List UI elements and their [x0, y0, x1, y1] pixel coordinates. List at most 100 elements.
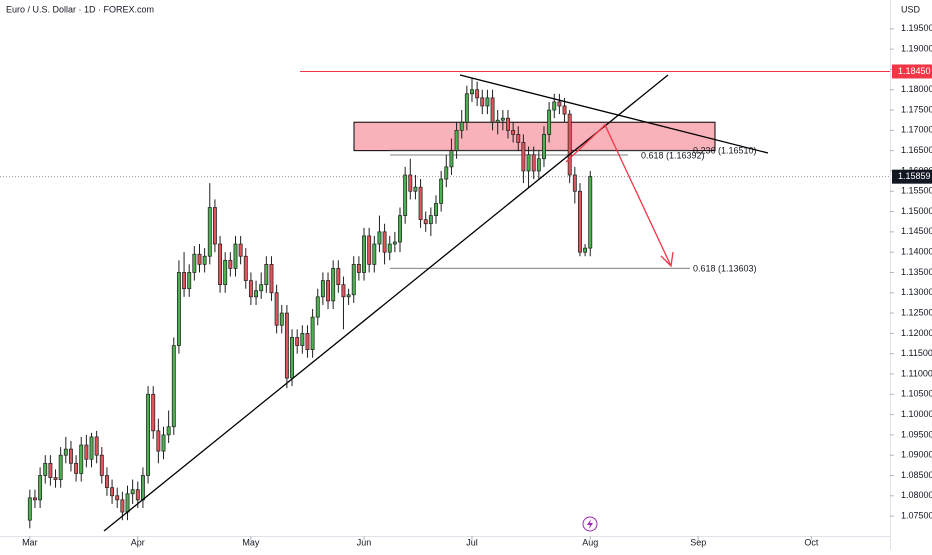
candle-body	[84, 444, 89, 460]
candle-body	[269, 263, 274, 294]
candle-body	[588, 176, 593, 249]
projection-arrow	[565, 123, 672, 267]
candle-body	[212, 207, 217, 245]
candle-body	[151, 393, 156, 432]
x-tick-label: Mar	[22, 537, 38, 547]
candle-body	[130, 489, 135, 495]
candle-body	[43, 462, 48, 476]
x-tick-label: Sep	[690, 537, 706, 547]
candle-body	[526, 154, 531, 172]
candle-body	[182, 272, 187, 290]
y-tick-label: 1.10000	[901, 409, 932, 419]
candle-body	[218, 243, 223, 285]
candle-body	[377, 231, 382, 245]
last-price-label: 1.15859	[898, 171, 931, 181]
y-tick-label: 1.15500	[901, 186, 932, 196]
candle-body	[403, 174, 408, 216]
fib-label: 0.618 (1.13603)	[693, 264, 757, 274]
candle-body	[439, 178, 444, 204]
candle-body	[125, 493, 130, 513]
x-tick-label: May	[242, 537, 260, 547]
candle-body	[79, 444, 84, 474]
y-tick-label: 1.14000	[901, 247, 932, 257]
candle-body	[310, 316, 315, 350]
chart-title: Euro / U.S. Dollar · 1D · FOREX.com	[6, 4, 154, 14]
candle-body	[536, 158, 541, 172]
candle-body	[459, 121, 464, 131]
candle-body	[33, 497, 37, 501]
candle-body	[161, 434, 166, 452]
candle-body	[392, 241, 397, 245]
candle-body	[223, 259, 228, 285]
candle-body	[305, 333, 310, 350]
candle-body	[557, 101, 562, 107]
candle-body	[475, 89, 480, 99]
candle-body	[444, 166, 449, 180]
candle-body	[434, 203, 438, 216]
candle-body	[331, 268, 336, 302]
candle-body	[485, 97, 490, 107]
x-tick-label: Aug	[582, 537, 598, 547]
candle-body	[279, 312, 284, 326]
candle-body	[578, 190, 582, 253]
fib-label: 0.236 (1.16510)	[693, 146, 757, 156]
candle-body	[454, 129, 459, 151]
candle-body	[531, 154, 536, 172]
plot-area: 0.236 (1.16510)0.618 (1.16392) 0.618 (1.1…	[0, 70, 890, 529]
candle-body	[572, 174, 577, 192]
y-tick-label: 1.12000	[901, 328, 932, 338]
candle-body	[295, 337, 300, 346]
candle-body	[562, 105, 567, 115]
candle-body	[69, 448, 73, 464]
candle-body	[105, 475, 109, 489]
candle-body	[542, 134, 546, 160]
candle-body	[418, 186, 423, 221]
drawings	[103, 74, 769, 532]
supply-zone	[353, 121, 716, 152]
candle-body	[470, 89, 474, 95]
candle-body	[233, 243, 238, 269]
currency-label: USD	[901, 4, 921, 14]
y-tick-label: 1.12500	[901, 307, 932, 317]
candle-body	[243, 255, 248, 281]
candle-body	[140, 475, 145, 501]
candle-body	[490, 97, 495, 123]
candle-body	[156, 430, 161, 452]
candle-body	[290, 337, 294, 379]
y-tick-label: 1.13500	[901, 267, 932, 277]
candle-body	[259, 284, 264, 292]
candle-body	[94, 436, 99, 456]
x-tick-label: Apr	[131, 537, 145, 547]
candle-body	[207, 207, 212, 257]
candle-body	[284, 312, 289, 379]
candle-body	[351, 263, 356, 296]
candle-body	[583, 247, 588, 253]
candle-body	[408, 174, 413, 192]
y-tick-label: 1.13000	[901, 287, 932, 297]
candle-body	[120, 499, 125, 513]
candle-body	[382, 231, 387, 253]
y-tick-label: 1.18000	[901, 84, 932, 94]
y-tick-label: 1.08500	[901, 470, 932, 480]
candle-body	[449, 150, 454, 168]
candle-body	[315, 296, 320, 318]
candle-body	[552, 101, 557, 111]
candle-body	[356, 263, 361, 273]
y-tick-label: 1.11000	[901, 368, 932, 378]
x-tick-label: Oct	[804, 537, 819, 547]
y-tick-label: 1.07500	[901, 510, 932, 520]
y-tick-label: 1.15000	[901, 206, 932, 216]
candle-body	[464, 93, 469, 123]
candle-body	[506, 117, 510, 131]
candle-body	[248, 280, 253, 298]
candle-body	[372, 243, 377, 265]
candle-body	[516, 134, 521, 143]
candle-body	[58, 454, 63, 480]
price-badge	[892, 169, 932, 184]
candle-body	[346, 294, 351, 298]
y-tick-label: 1.09500	[901, 429, 932, 439]
fib-label: 0.618 (1.16392)	[641, 150, 705, 160]
candle-body	[264, 263, 269, 285]
